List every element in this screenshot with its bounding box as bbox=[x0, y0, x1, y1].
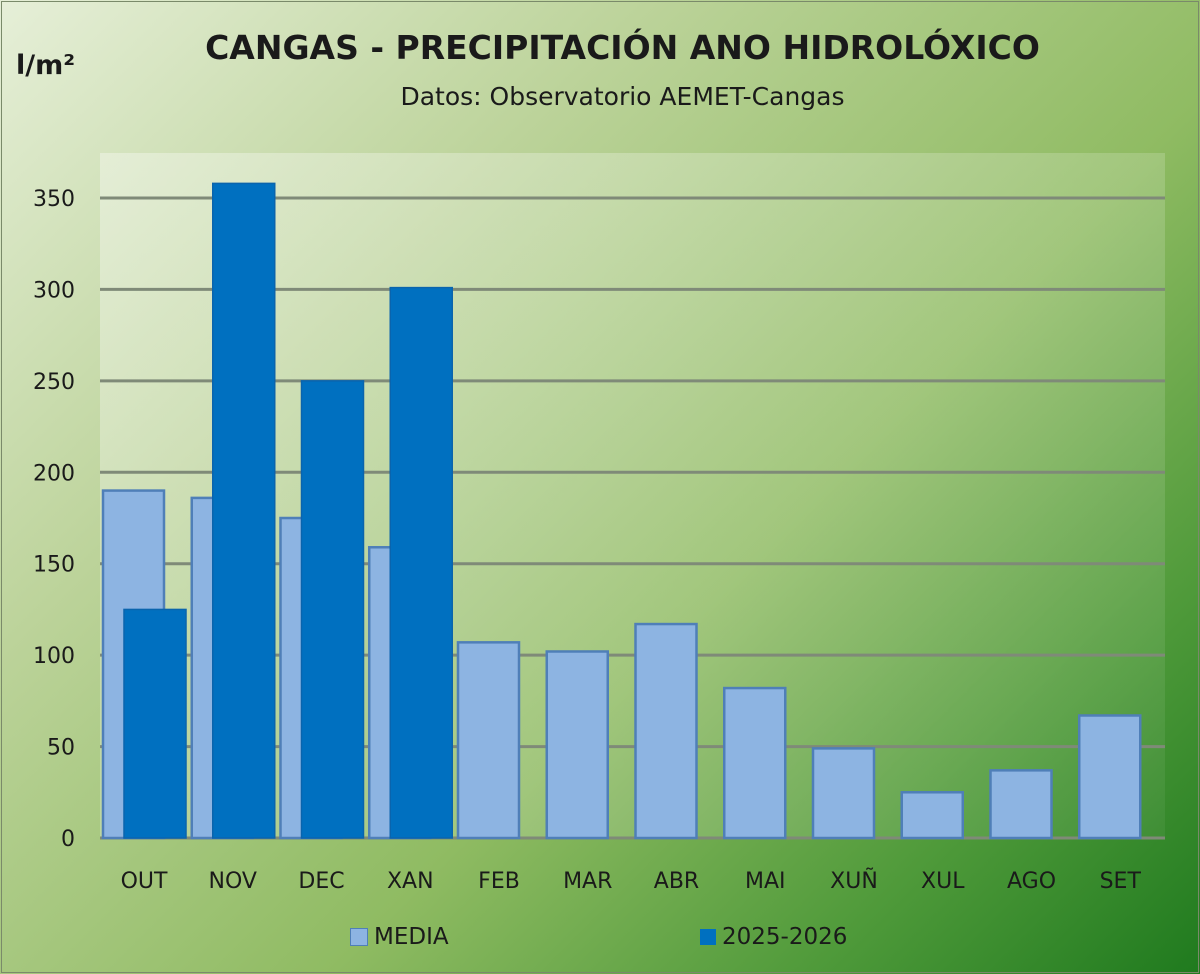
bar-2025-2026 bbox=[300, 380, 365, 839]
x-tick-label: OUT bbox=[121, 869, 168, 894]
x-tick-label: XAN bbox=[387, 869, 434, 894]
bar-media bbox=[634, 622, 698, 840]
bar-media bbox=[545, 650, 609, 840]
legend-item-media: MEDIA bbox=[350, 924, 449, 950]
legend-label-media: MEDIA bbox=[374, 924, 449, 950]
bar-media bbox=[723, 686, 787, 840]
legend-swatch-media bbox=[350, 928, 368, 946]
x-tick-label: AGO bbox=[1007, 869, 1056, 894]
y-tick-label: 150 bbox=[33, 553, 75, 578]
bar-media bbox=[900, 791, 964, 840]
bar-media bbox=[811, 747, 876, 840]
chart-title: CANGAS - PRECIPITACIÓN ANO HIDROLÓXICO bbox=[205, 28, 1040, 67]
plot-area bbox=[100, 153, 1165, 838]
x-tick-label: XUL bbox=[921, 869, 965, 894]
legend-swatch-2025-2026 bbox=[700, 929, 716, 945]
x-tick-label: SET bbox=[1100, 869, 1142, 894]
legend-item-2025-2026: 2025-2026 bbox=[700, 924, 847, 950]
y-axis-unit: l/m² bbox=[16, 50, 76, 81]
y-tick-label: 200 bbox=[33, 461, 75, 486]
y-tick-label: 50 bbox=[47, 736, 75, 761]
bar-2025-2026 bbox=[123, 608, 187, 839]
x-tick-label: FEB bbox=[478, 869, 520, 894]
bar-media bbox=[1078, 714, 1142, 840]
bar-2025-2026 bbox=[389, 286, 453, 839]
x-tick-label: MAR bbox=[563, 869, 612, 894]
bar-2025-2026 bbox=[212, 182, 276, 839]
x-tick-label: DEC bbox=[298, 869, 344, 894]
x-tick-label: NOV bbox=[209, 869, 257, 894]
y-tick-label: 300 bbox=[33, 278, 75, 303]
bar-media bbox=[989, 769, 1053, 840]
x-tick-label: XUÑ bbox=[830, 867, 878, 894]
chart-subtitle: Datos: Observatorio AEMET-Cangas bbox=[400, 82, 845, 111]
y-tick-label: 250 bbox=[33, 370, 75, 395]
y-tick-label: 350 bbox=[33, 187, 75, 212]
x-tick-label: ABR bbox=[654, 869, 699, 894]
y-tick-label: 100 bbox=[33, 644, 75, 669]
bar-media bbox=[456, 641, 521, 840]
legend-label-2025-2026: 2025-2026 bbox=[722, 924, 848, 950]
x-tick-label: MAI bbox=[745, 869, 786, 894]
y-tick-label: 0 bbox=[61, 827, 75, 852]
